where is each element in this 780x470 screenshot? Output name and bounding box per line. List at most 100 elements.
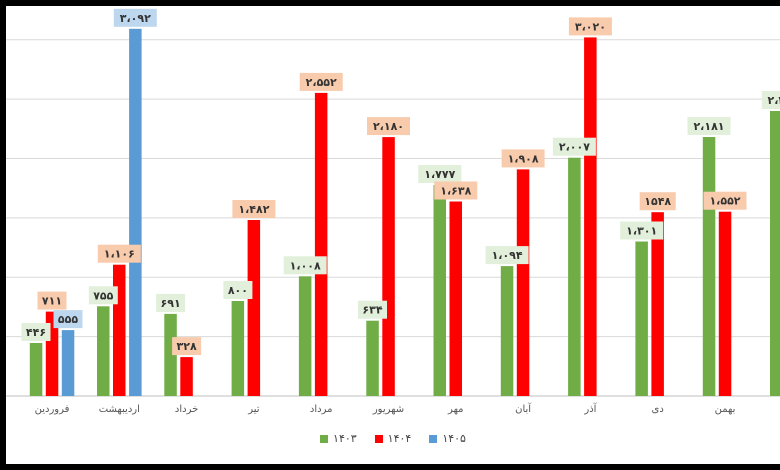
data-label-bg bbox=[434, 181, 478, 200]
data-label: ۱،۴۸۲ bbox=[232, 200, 276, 218]
bar bbox=[180, 357, 193, 396]
data-label-bg bbox=[113, 8, 157, 27]
data-label: ۲،۰۰۷ bbox=[552, 137, 596, 156]
bar bbox=[635, 241, 648, 396]
bar bbox=[718, 211, 732, 396]
data-label-bg bbox=[232, 200, 276, 218]
data-label: ۲،۱۸۱ bbox=[687, 117, 731, 135]
data-label: ۷۵۵ bbox=[88, 286, 118, 305]
bar bbox=[129, 28, 142, 397]
data-label-bg bbox=[485, 246, 529, 265]
data-label-bg bbox=[97, 244, 141, 263]
data-label-bg bbox=[156, 293, 186, 312]
data-label-text: ۱،۱۰۶ bbox=[104, 248, 135, 261]
bar bbox=[651, 212, 664, 396]
data-label: ۱،۵۵۲ bbox=[703, 191, 747, 210]
data-label-text: ۶۳۴ bbox=[362, 304, 382, 317]
data-label-bg bbox=[703, 191, 747, 210]
data-label-text: ۴۴۶ bbox=[26, 326, 46, 339]
data-label-text: ۲،۱۸۰ bbox=[373, 120, 404, 133]
data-label-bg bbox=[687, 117, 731, 135]
bar bbox=[433, 185, 446, 396]
bar-chart: ۴۴۶ ۷۱۱ ۵۵۵ ۷۵۵ ۱،۱۰۶ ۳،۰۹۲ ۶۹۱ ۳۲۸ ۸۰۰ ۱،۴۸۲ ۱،۰۰… bbox=[6, 8, 780, 415]
data-label: ۱،۰۰۸ bbox=[283, 256, 327, 275]
data-label: ۸۰۰ bbox=[223, 281, 253, 299]
bar bbox=[770, 111, 780, 396]
category-label: آذر bbox=[583, 402, 597, 415]
data-label-text: ۵۵۵ bbox=[58, 313, 78, 326]
category-label: اردیبهشت bbox=[99, 404, 140, 415]
chart-frame: ۴۴۶ ۷۱۱ ۵۵۵ ۷۵۵ ۱،۱۰۶ ۳،۰۹۲ ۶۹۱ ۳۲۸ ۸۰۰ ۱،۴۸۲ ۱،۰۰… bbox=[6, 6, 780, 464]
data-label-text: ۷۱۱ bbox=[42, 295, 62, 308]
data-label: ۶۳۴ bbox=[358, 300, 387, 319]
data-label-text: ۲،۴ bbox=[767, 94, 780, 107]
bar bbox=[314, 92, 328, 397]
data-label-text: ۳،۰۹۲ bbox=[120, 12, 151, 25]
data-label-bg bbox=[568, 17, 612, 36]
data-label-bg bbox=[501, 149, 545, 168]
data-label-bg bbox=[37, 291, 67, 310]
bar bbox=[97, 306, 110, 396]
data-label-bg bbox=[358, 300, 387, 319]
data-label: ۶۹۱ bbox=[156, 293, 186, 312]
category-label: دی bbox=[652, 404, 664, 415]
data-label-text: ۱،۷۷۷ bbox=[424, 168, 455, 181]
bar bbox=[298, 276, 312, 396]
data-label-bg bbox=[367, 117, 410, 136]
data-label-text: ۷۵۵ bbox=[93, 289, 113, 302]
bar bbox=[113, 264, 126, 396]
legend-item-1404: ۱۴۰۴ bbox=[374, 432, 412, 445]
bar bbox=[584, 37, 597, 397]
data-label: ۱،۰۹۴ bbox=[485, 246, 529, 265]
legend-swatch-1404 bbox=[374, 434, 383, 443]
category-label: تیر bbox=[247, 404, 260, 415]
data-label-bg bbox=[620, 221, 664, 240]
data-label-text: ۱،۴۸۲ bbox=[238, 203, 269, 216]
data-label-text: ۱۵۴۸ bbox=[644, 195, 671, 208]
data-label-text: ۱،۵۵۲ bbox=[709, 195, 740, 208]
category-label: فروردین bbox=[35, 404, 70, 415]
bar bbox=[366, 320, 379, 396]
category-label: خرداد bbox=[175, 404, 198, 415]
data-label-bg bbox=[761, 91, 780, 109]
bar bbox=[29, 343, 43, 396]
data-label-text: ۲،۱۸۱ bbox=[693, 120, 724, 133]
bar bbox=[247, 220, 261, 396]
category-label: مرداد bbox=[310, 404, 333, 415]
data-label: ۲،۱۸۰ bbox=[367, 117, 410, 136]
data-label-bg bbox=[88, 286, 118, 305]
bars bbox=[29, 28, 780, 397]
data-label: ۱،۳۰۱ bbox=[620, 221, 664, 240]
bar bbox=[382, 137, 395, 396]
data-label: ۴۴۶ bbox=[21, 323, 51, 341]
data-label-text: ۱،۳۰۱ bbox=[626, 225, 657, 238]
data-label-text: ۳،۰۲۰ bbox=[575, 20, 606, 33]
legend-label-1405: ۱۴۰۵ bbox=[442, 432, 466, 445]
bar bbox=[702, 137, 716, 396]
data-label-text: ۲،۵۵۲ bbox=[306, 76, 337, 89]
data-label: ۵۵۵ bbox=[53, 310, 83, 329]
data-label-text: ۳۲۸ bbox=[177, 340, 197, 353]
bar bbox=[164, 313, 177, 396]
data-label-bg bbox=[21, 323, 51, 341]
data-label: ۱،۶۳۸ bbox=[434, 181, 478, 200]
data-label: ۷۱۱ bbox=[37, 291, 67, 310]
data-labels: ۴۴۶ ۷۱۱ ۵۵۵ ۷۵۵ ۱،۱۰۶ ۳،۰۹۲ ۶۹۱ ۳۲۸ ۸۰۰ ۱،۴۸۲ ۱،۰۰… bbox=[21, 8, 780, 356]
data-label-text: ۸۰۰ bbox=[228, 284, 248, 297]
data-label: ۱۵۴۸ bbox=[639, 192, 676, 211]
category-label: مهر bbox=[447, 404, 463, 415]
bar bbox=[500, 266, 514, 396]
data-label-bg bbox=[172, 337, 202, 356]
category-label: آبان bbox=[515, 402, 532, 415]
legend-swatch-1403 bbox=[320, 434, 329, 443]
data-label: ۳،۰۲۰ bbox=[568, 17, 612, 36]
category-label: شهریور bbox=[372, 404, 404, 415]
data-label-bg bbox=[223, 281, 253, 299]
data-label: ۱،۱۰۶ bbox=[97, 244, 141, 263]
data-label-bg bbox=[299, 72, 343, 91]
legend-label-1404: ۱۴۰۴ bbox=[387, 432, 412, 445]
data-label: ۲،۵۵۲ bbox=[299, 72, 343, 91]
legend-swatch-1405 bbox=[429, 434, 438, 443]
category-labels: فروردین اردیبهشت خرداد تیر مرداد شهریور مهر آبا… bbox=[35, 402, 736, 415]
category-label: بهمن bbox=[715, 404, 736, 415]
